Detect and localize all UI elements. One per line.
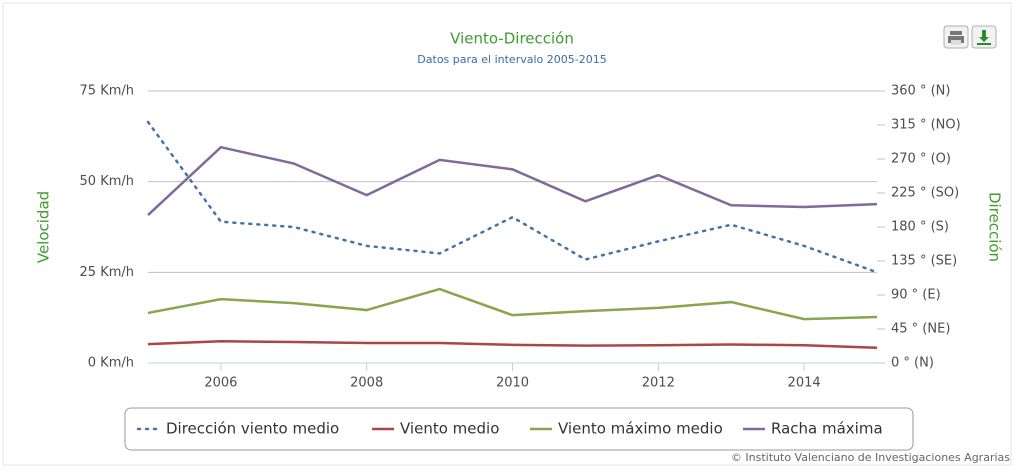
x-tick-label: 2008 [350, 376, 383, 391]
y2-tick-label: 315 ° (NO) [891, 118, 961, 133]
x-tick-label: 2010 [496, 376, 529, 391]
x-tick-label: 2006 [204, 376, 237, 391]
y-tick-label: 50 Km/h [80, 174, 134, 189]
series-line [147, 145, 878, 216]
legend-box [124, 407, 914, 451]
y2-tick-label: 225 ° (SO) [891, 186, 959, 201]
download-button[interactable] [971, 25, 997, 49]
y2-tick-label: 180 ° (S) [891, 220, 949, 235]
y2-tick-label: 90 ° (E) [891, 288, 941, 303]
x-tick-label: 2012 [642, 376, 675, 391]
y2-tick-label: 0 ° (N) [891, 356, 934, 371]
x-tick-label: 2014 [788, 376, 821, 391]
y2-tick-label: 45 ° (NE) [891, 322, 950, 337]
series-line [146, 120, 879, 274]
series-line [147, 339, 878, 350]
legend-label: Viento medio [400, 420, 499, 438]
legend-label: Viento máximo medio [558, 420, 723, 438]
y2-tick-label: 135 ° (SE) [891, 254, 957, 269]
y-tick-label: 0 Km/h [88, 356, 134, 371]
legend-label: Racha máxima [771, 420, 883, 438]
y2-tick-label: 360 ° (N) [891, 84, 950, 99]
y-tick-label: 75 Km/h [80, 84, 134, 99]
chart-subtitle: Datos para el intervalo 2005-2015 [417, 53, 606, 66]
print-button[interactable] [943, 25, 969, 49]
y-axis-title: Velocidad [35, 191, 53, 263]
chart-title: Viento-Dirección [450, 30, 574, 48]
y2-tick-label: 270 ° (O) [891, 152, 951, 167]
credits: © Instituto Valenciano de Investigacione… [731, 451, 1010, 464]
y2-axis-title: Dirección [986, 192, 1004, 262]
series-line [147, 287, 878, 321]
y-tick-label: 25 Km/h [80, 265, 134, 280]
legend-label: Dirección viento medio [166, 420, 339, 438]
